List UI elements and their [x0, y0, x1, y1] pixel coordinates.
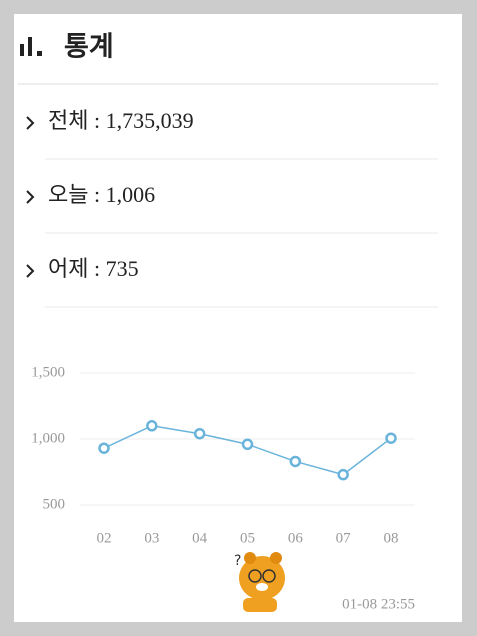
stats-icon: [20, 37, 42, 56]
point: [385, 432, 397, 444]
chevron: [26, 116, 35, 130]
point: [98, 442, 110, 454]
point: [193, 427, 206, 440]
x-tick-label: 07: [336, 530, 352, 546]
stat-item: 전체 : 1,735,039: [48, 108, 194, 133]
x-tick-label: 05: [240, 530, 255, 546]
chevron: [26, 190, 35, 204]
x-tick-label: 06: [288, 530, 304, 546]
stat-item: 오늘 : 1,006: [48, 182, 155, 207]
panel: [14, 14, 462, 622]
x-tick-label: 02: [97, 530, 112, 546]
chevron: [26, 264, 35, 278]
header-title: 통계: [64, 32, 114, 63]
svg-text:?: ?: [234, 553, 241, 569]
point: [241, 438, 254, 451]
y-tick-label: 1,500: [31, 364, 65, 380]
stat-item: 어제 : 735: [48, 256, 139, 281]
point: [337, 468, 349, 481]
point: [146, 420, 158, 432]
y-tick-label: 1,000: [31, 430, 65, 446]
y-tick-label: 500: [43, 496, 66, 512]
point: [289, 455, 302, 468]
character: ?: [234, 552, 285, 612]
x-tick-label: 08: [384, 530, 399, 546]
x-tick-label: 03: [144, 530, 159, 546]
x-tick-label: 04: [192, 530, 208, 546]
timestamp: 01-08 23:55: [342, 596, 415, 612]
